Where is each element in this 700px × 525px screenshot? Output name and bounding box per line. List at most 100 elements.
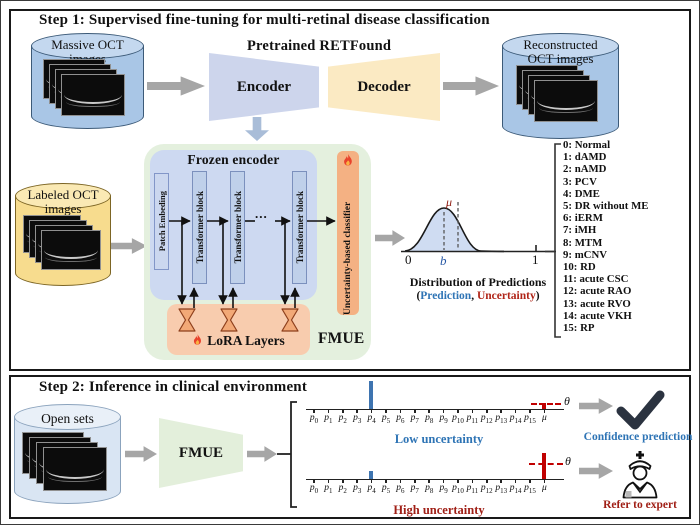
axis-tick bbox=[529, 479, 531, 483]
class-list-bracket bbox=[545, 143, 561, 338]
tick-label: p11 bbox=[466, 413, 479, 425]
disease-class-item: 2: nAMD bbox=[563, 163, 607, 176]
axis-tick bbox=[428, 479, 430, 483]
oct-image-stack bbox=[43, 59, 143, 129]
axis-tick bbox=[471, 409, 474, 413]
axis-tick bbox=[486, 479, 488, 483]
axis-tick bbox=[327, 479, 330, 483]
axis-tick bbox=[370, 409, 373, 413]
oct-image bbox=[41, 230, 101, 270]
open-sets-label: Open sets bbox=[41, 411, 94, 426]
oct-image-stack bbox=[22, 432, 117, 500]
disease-class-item: 5: DR without ME bbox=[563, 200, 649, 213]
encoder-label: Encoder bbox=[236, 78, 292, 95]
checkmark-icon bbox=[616, 390, 665, 430]
disease-class-item: 7: iMH bbox=[563, 224, 597, 237]
axis-tick bbox=[313, 479, 315, 483]
oct-image bbox=[43, 447, 107, 491]
tick-label: p8 bbox=[425, 483, 434, 495]
axis-tick bbox=[543, 479, 546, 483]
tick-label: p11 bbox=[466, 483, 479, 495]
reconstructed-label-line1: Reconstructed bbox=[523, 37, 598, 52]
step2-panel bbox=[9, 375, 691, 519]
lora-adapter-icon bbox=[178, 308, 196, 332]
tick-label: p5 bbox=[381, 413, 391, 425]
axis-tick bbox=[486, 409, 488, 413]
reconstructed-label-line2: OCT images bbox=[527, 51, 594, 66]
probability-axis bbox=[306, 408, 564, 411]
ellipsis-between-blocks: ... bbox=[255, 206, 268, 221]
tick-label: p15 bbox=[524, 483, 536, 495]
disease-class-item: 4: DME bbox=[563, 187, 600, 200]
tick-label: μ bbox=[542, 483, 547, 493]
confidence-prediction-label: Confidence prediction bbox=[583, 431, 693, 443]
tick-label: p10 bbox=[452, 413, 464, 425]
low-uncertainty-label: Low uncertainty bbox=[394, 432, 484, 446]
uncertainty-classifier-block: Uncertainty-based classifier bbox=[337, 151, 359, 315]
fmue-label: FMUE bbox=[318, 330, 365, 347]
refer-to-expert-label: Refer to expert bbox=[603, 499, 677, 511]
axis-tick bbox=[385, 479, 387, 483]
disease-class-item: 12: acute RAO bbox=[563, 285, 632, 298]
tick-label: p2 bbox=[338, 483, 347, 495]
transformer-block-2: Transformer block bbox=[230, 171, 245, 284]
tick-label: p13 bbox=[495, 413, 508, 425]
axis-tick bbox=[356, 479, 358, 483]
axis-tick bbox=[399, 409, 402, 413]
high-uncertainty-label: High uncertainty bbox=[393, 503, 485, 517]
transformer-block-3: Transformer block bbox=[292, 171, 307, 284]
tick-label: p6 bbox=[396, 483, 405, 495]
tick-label: p12 bbox=[480, 483, 493, 495]
tick-label: p6 bbox=[396, 413, 405, 425]
uncertainty-bar-mu bbox=[542, 403, 546, 409]
axis-tick bbox=[442, 479, 445, 483]
prediction-bar-p4 bbox=[369, 381, 373, 409]
axis-tick bbox=[399, 479, 402, 483]
fmue-wiring bbox=[169, 216, 336, 308]
gaussian-fill bbox=[407, 208, 481, 251]
transformer-block-1: Transformer block bbox=[192, 171, 207, 284]
disease-class-item: 11: acute CSC bbox=[563, 273, 629, 286]
axis-one-label: 1 bbox=[532, 252, 539, 267]
disease-class-item: 9: mCNV bbox=[563, 248, 608, 261]
tick-label: p3 bbox=[353, 413, 362, 425]
tick-label: p4 bbox=[367, 413, 376, 425]
lora-layers-label: LoRA Layers bbox=[207, 333, 285, 348]
labeled-label-line1: Labeled OCT bbox=[27, 187, 99, 202]
axis-tick bbox=[414, 479, 416, 483]
tick-label: p0 bbox=[309, 483, 319, 495]
flame-icon bbox=[342, 154, 354, 173]
cylinder-top bbox=[502, 33, 619, 59]
tick-label: p4 bbox=[367, 483, 376, 495]
disease-class-item: 3: PCV bbox=[563, 175, 597, 188]
disease-class-item: 1: dAMD bbox=[563, 151, 607, 164]
axis-tick bbox=[356, 409, 358, 413]
tick-label: p7 bbox=[410, 413, 419, 425]
disease-class-item: 8: MTM bbox=[563, 236, 603, 249]
legend-sep: , bbox=[471, 290, 477, 302]
axis-tick bbox=[471, 479, 474, 483]
disease-class-item: 15: RP bbox=[563, 322, 595, 335]
frozen-encoder-title: Frozen encoder bbox=[187, 152, 280, 167]
axis-tick bbox=[414, 409, 416, 413]
oct-image-stack bbox=[23, 215, 113, 281]
tick-label: p13 bbox=[495, 483, 508, 495]
tick-label: p2 bbox=[338, 413, 347, 425]
legend-close: ) bbox=[535, 290, 540, 302]
massive-oct-label-line1: Massive OCT bbox=[51, 37, 124, 52]
decoder-trapezoid: Decoder bbox=[328, 53, 440, 121]
distribution-legend: (Prediction, Uncertainty) bbox=[393, 290, 563, 302]
tick-label: p7 bbox=[410, 483, 419, 495]
b-label: b bbox=[440, 253, 447, 267]
lora-adapter-icon bbox=[281, 308, 299, 332]
axis-tick bbox=[442, 409, 445, 413]
axis-tick bbox=[313, 409, 315, 413]
labeled-oct-cylinder: Labeled OCT images bbox=[15, 183, 111, 286]
axis-tick bbox=[428, 409, 430, 413]
axis-tick bbox=[514, 409, 517, 413]
axis-tick bbox=[457, 409, 459, 413]
oct-image-stack bbox=[516, 65, 616, 135]
axis-zero-label: 0 bbox=[405, 252, 412, 267]
flame-icon bbox=[192, 334, 203, 352]
disease-class-item: 6: iERM bbox=[563, 212, 603, 225]
